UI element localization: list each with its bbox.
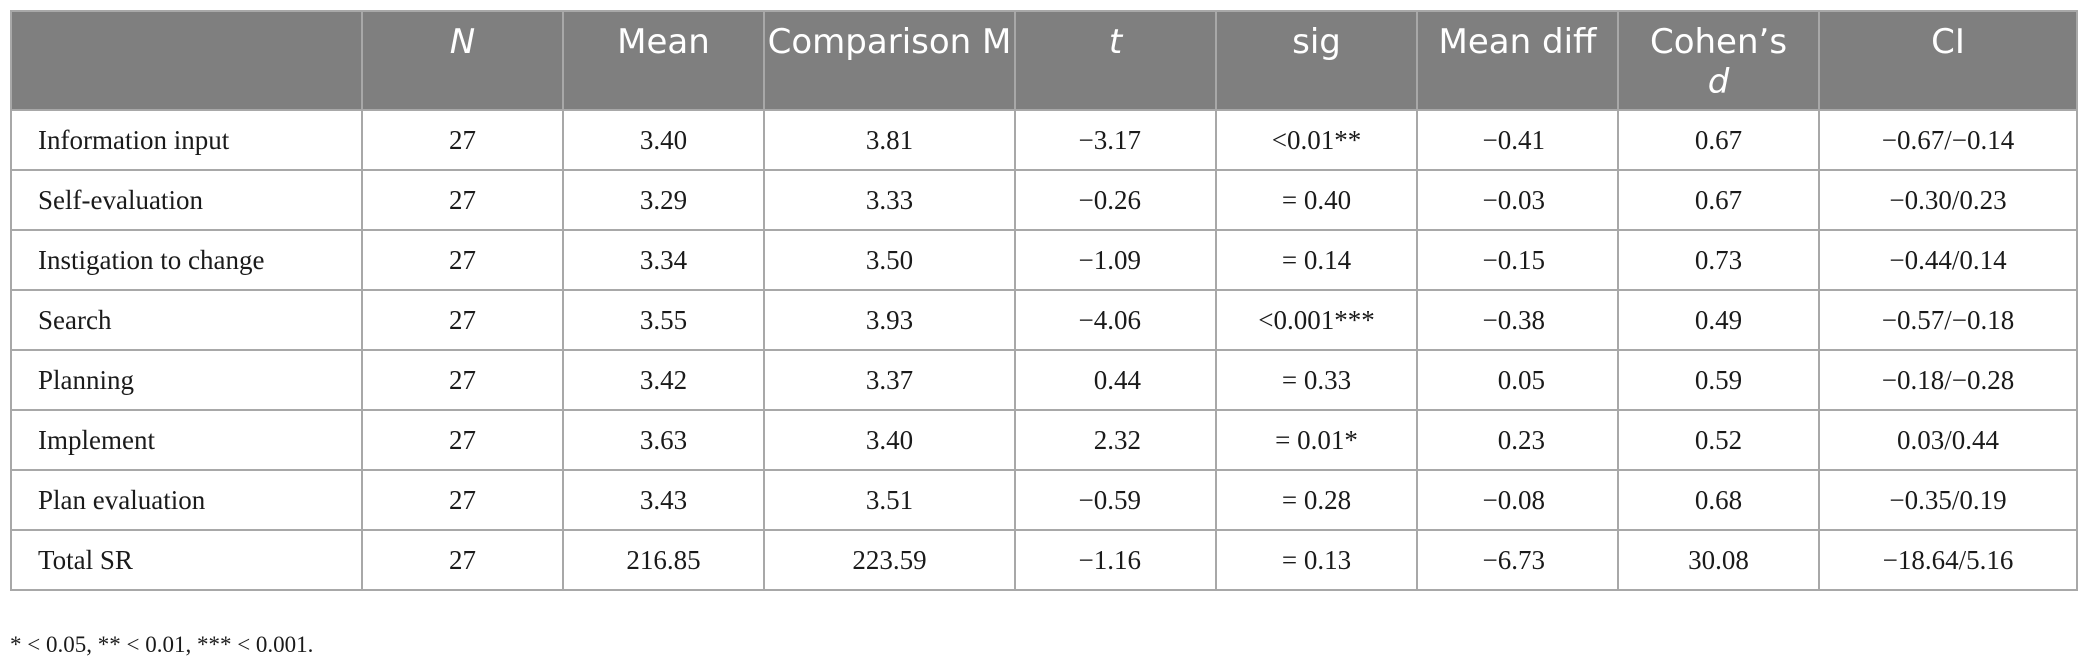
cell-ci: −0.30/0.23 xyxy=(1818,169,2078,231)
cell-sig: = 0.01* xyxy=(1215,409,1418,471)
cell-cohens-d: 0.68 xyxy=(1617,469,1820,531)
cell-mean: 3.29 xyxy=(562,169,765,231)
cell-ci: −0.57/−0.18 xyxy=(1818,289,2078,351)
cell-ci: 0.03/0.44 xyxy=(1818,409,2078,471)
cell-cohens-d: 30.08 xyxy=(1617,529,1820,591)
cell-comparison-m: 3.93 xyxy=(763,289,1016,351)
cell-n: 27 xyxy=(361,229,564,291)
cell-t: 0.44 xyxy=(1014,349,1217,411)
cell-t: −1.09 xyxy=(1014,229,1217,291)
cell-sig: = 0.28 xyxy=(1215,469,1418,531)
cell-mean-diff: −0.08 xyxy=(1416,469,1619,531)
cell-cohens-d: 0.49 xyxy=(1617,289,1820,351)
cell-t: 2.32 xyxy=(1014,409,1217,471)
cell-cohens-d: 0.67 xyxy=(1617,169,1820,231)
header-cell-mean: Mean xyxy=(562,10,765,111)
cell-comparison-m: 3.51 xyxy=(763,469,1016,531)
cell-comparison-m: 3.40 xyxy=(763,409,1016,471)
header-cell-comparison-m: Comparison M xyxy=(763,10,1016,111)
table-row: Implement 27 3.63 3.40 2.32 = 0.01* 0.23 0.52 0.… xyxy=(10,409,2078,471)
cell-n: 27 xyxy=(361,409,564,471)
cell-t: −3.17 xyxy=(1014,109,1217,171)
cell-mean: 3.34 xyxy=(562,229,765,291)
cell-n: 27 xyxy=(361,289,564,351)
cell-mean: 216.85 xyxy=(562,529,765,591)
header-cell-n: N xyxy=(361,10,564,111)
cell-cohens-d: 0.59 xyxy=(1617,349,1820,411)
cell-sig: = 0.40 xyxy=(1215,169,1418,231)
cell-label: Total SR xyxy=(10,529,363,591)
cell-label: Plan evaluation xyxy=(10,469,363,531)
cell-t: −0.26 xyxy=(1014,169,1217,231)
table-row: Search 27 3.55 3.93 −4.06 <0.001*** −0.38 0.49−… xyxy=(10,289,2078,351)
cell-comparison-m: 223.59 xyxy=(763,529,1016,591)
table-row: Total SR 27 216.85 223.59 −1.16 = 0.13 −6.73 30… xyxy=(10,529,2078,591)
table-row: Self-evaluation 27 3.29 3.33 −0.26 = 0.40 −0.0… xyxy=(10,169,2078,231)
cell-n: 27 xyxy=(361,469,564,531)
header-row: N Mean Comparison M t sig Mean diff Cohe… xyxy=(10,10,2078,111)
cell-sig: <0.001*** xyxy=(1215,289,1418,351)
header-cohens-d-symbol: d xyxy=(1707,62,1730,102)
cell-mean-diff: −6.73 xyxy=(1416,529,1619,591)
cell-ci: −18.64/5.16 xyxy=(1818,529,2078,591)
cell-ci: −0.35/0.19 xyxy=(1818,469,2078,531)
cell-mean-diff: −0.03 xyxy=(1416,169,1619,231)
header-cell-sig: sig xyxy=(1215,10,1418,111)
cell-sig: = 0.33 xyxy=(1215,349,1418,411)
cell-ci: −0.67/−0.14 xyxy=(1818,109,2078,171)
cell-ci: −0.18/−0.28 xyxy=(1818,349,2078,411)
cell-t: −1.16 xyxy=(1014,529,1217,591)
table-row: Information input 27 3.40 3.81 −3.17 <0.01** −… xyxy=(10,109,2078,171)
header-cell-t: t xyxy=(1014,10,1217,111)
cell-cohens-d: 0.73 xyxy=(1617,229,1820,291)
header-cell-ci: CI xyxy=(1818,10,2078,111)
results-table-container: N Mean Comparison M t sig Mean diff Cohe… xyxy=(10,10,2078,591)
cell-t: −4.06 xyxy=(1014,289,1217,351)
cell-n: 27 xyxy=(361,109,564,171)
cell-label: Information input xyxy=(10,109,363,171)
cell-mean-diff: −0.38 xyxy=(1416,289,1619,351)
cell-mean-diff: 0.05 xyxy=(1416,349,1619,411)
cell-comparison-m: 3.33 xyxy=(763,169,1016,231)
cell-n: 27 xyxy=(361,529,564,591)
cell-cohens-d: 0.52 xyxy=(1617,409,1820,471)
cell-mean: 3.42 xyxy=(562,349,765,411)
cell-label: Planning xyxy=(10,349,363,411)
cell-mean-diff: −0.41 xyxy=(1416,109,1619,171)
cell-label: Instigation to change xyxy=(10,229,363,291)
cell-label: Search xyxy=(10,289,363,351)
cell-cohens-d: 0.67 xyxy=(1617,109,1820,171)
cell-label: Implement xyxy=(10,409,363,471)
cell-comparison-m: 3.81 xyxy=(763,109,1016,171)
cell-comparison-m: 3.37 xyxy=(763,349,1016,411)
table-row: Plan evaluation 27 3.43 3.51 −0.59 = 0.28 −0.0… xyxy=(10,469,2078,531)
table-footnote: * < 0.05, ** < 0.01, *** < 0.001. xyxy=(10,632,314,657)
header-cohens-label: Cohen’s xyxy=(1649,22,1788,62)
cell-comparison-m: 3.50 xyxy=(763,229,1016,291)
header-cell-mean-diff: Mean diff xyxy=(1416,10,1619,111)
cell-sig: = 0.13 xyxy=(1215,529,1418,591)
cell-label: Self-evaluation xyxy=(10,169,363,231)
header-cell-label xyxy=(10,10,363,111)
cell-n: 27 xyxy=(361,349,564,411)
cell-mean: 3.55 xyxy=(562,289,765,351)
cell-sig: <0.01** xyxy=(1215,109,1418,171)
table-row: Planning 27 3.42 3.37 0.44 = 0.33 0.05 0.59 −0.1… xyxy=(10,349,2078,411)
cell-sig: = 0.14 xyxy=(1215,229,1418,291)
cell-n: 27 xyxy=(361,169,564,231)
header-cell-cohens-d: Cohen’s d xyxy=(1617,10,1820,111)
cell-mean: 3.40 xyxy=(562,109,765,171)
cell-t: −0.59 xyxy=(1014,469,1217,531)
cell-mean: 3.43 xyxy=(562,469,765,531)
results-table: N Mean Comparison M t sig Mean diff Cohe… xyxy=(10,10,2078,591)
cell-mean-diff: 0.23 xyxy=(1416,409,1619,471)
table-row: Instigation to change 27 3.34 3.50 −1.09 = 0.… xyxy=(10,229,2078,291)
cell-mean-diff: −0.15 xyxy=(1416,229,1619,291)
cell-mean: 3.63 xyxy=(562,409,765,471)
cell-ci: −0.44/0.14 xyxy=(1818,229,2078,291)
